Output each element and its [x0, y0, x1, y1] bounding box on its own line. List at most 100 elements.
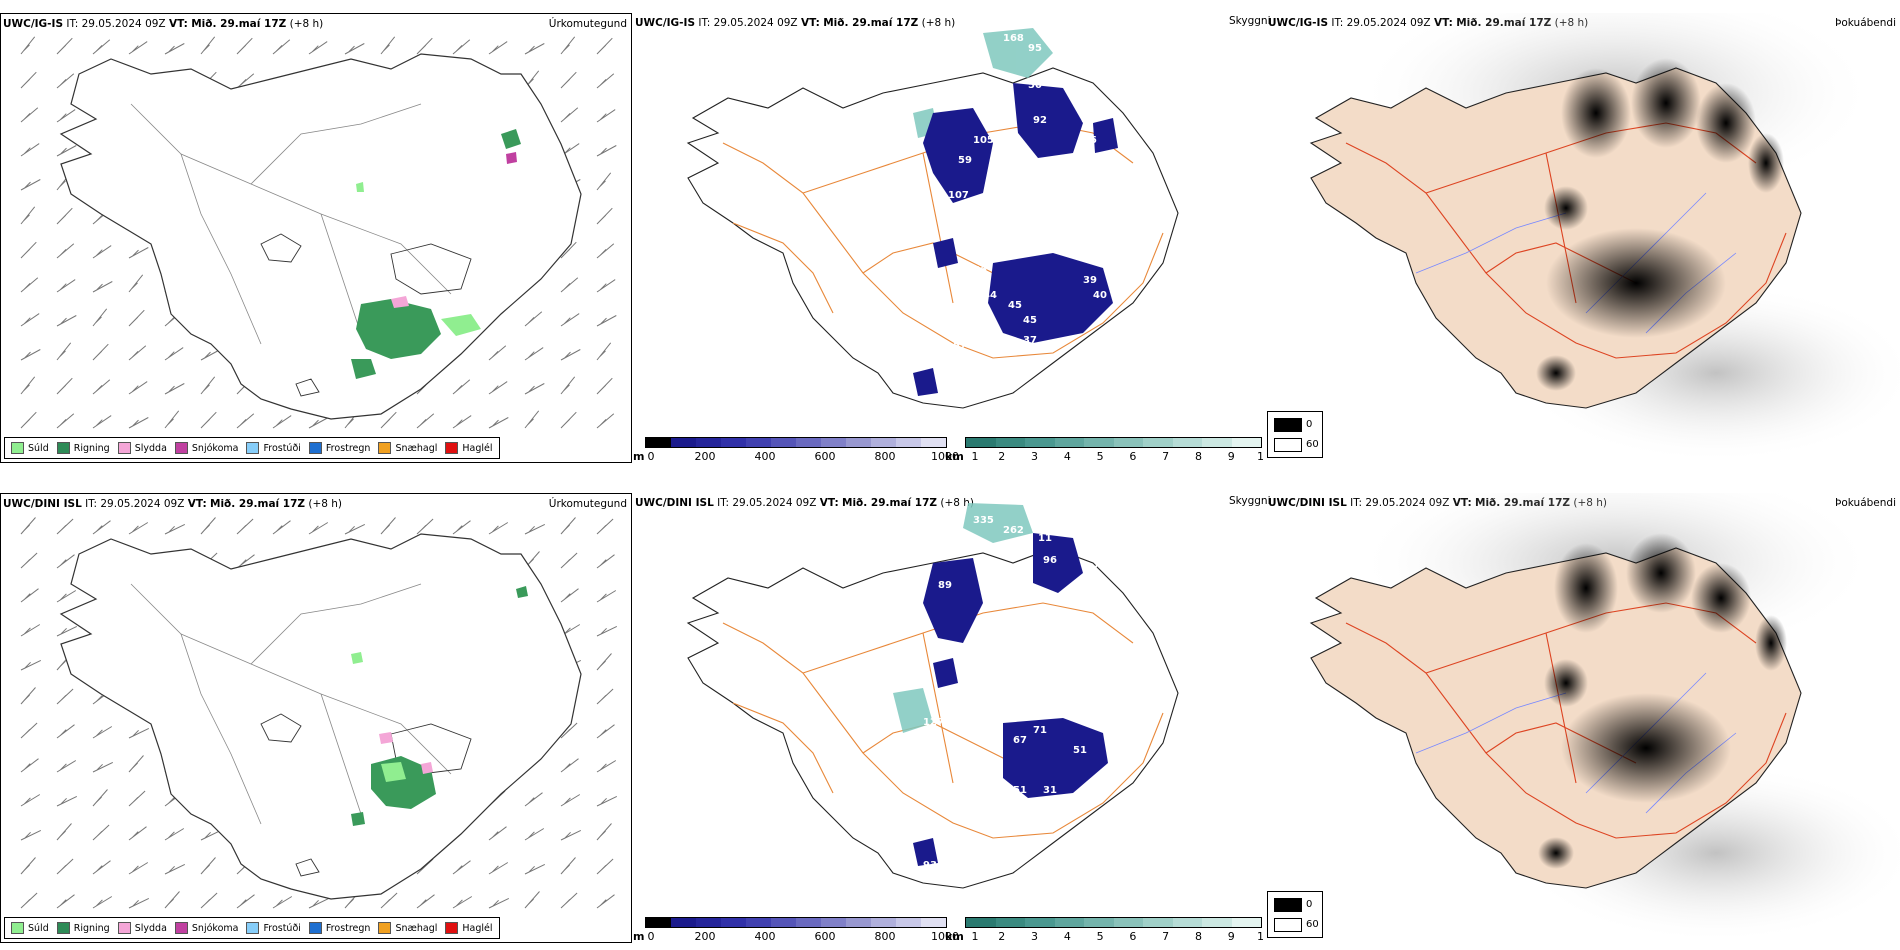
wind-barb: [92, 896, 113, 909]
visibility-legend: 0 60: [1267, 411, 1323, 458]
ceiling-colorbar: m 0 200 400 600 800 1000: [633, 917, 959, 943]
ceiling-value-label: 57: [953, 340, 967, 351]
precip-legend: Súld Rigning Slydda Snjókoma Frostúði Fr…: [4, 917, 500, 939]
colorbar-tick-label: 1: [971, 450, 979, 463]
colorbar-swatch: [1025, 918, 1055, 927]
wind-barb: [596, 518, 614, 535]
precip-map: [20, 36, 617, 429]
colorbar-swatch: [771, 438, 796, 447]
legend-value: 60: [1306, 439, 1319, 450]
colorbar-swatch: [921, 918, 946, 927]
wind-barb: [452, 860, 471, 875]
precip-map: [20, 517, 618, 909]
colorbar-tick-label: 7: [1162, 450, 1170, 463]
colorbar-tick-label: 200: [694, 930, 716, 943]
ceiling-value-label: 127: [923, 717, 944, 728]
wind-barb: [164, 383, 185, 395]
ceiling-value-label: 39: [1083, 275, 1097, 286]
legend-swatch: [378, 922, 392, 934]
ceiling-value-label: 105: [973, 135, 994, 146]
ceiling-value-label: 55: [1073, 580, 1087, 591]
wind-barb: [596, 724, 615, 739]
wind-barb: [272, 39, 291, 55]
colorbar-tick-label: 8: [1194, 450, 1202, 463]
fog-map: [1309, 493, 1900, 943]
wind-barb: [596, 315, 617, 327]
wind-barb: [596, 73, 615, 89]
wind-barb: [20, 624, 41, 637]
visibility-colorbar: km 1 2 3 4 5 6 7 8 9 10: [945, 917, 1263, 943]
colorbar-swatch: [696, 438, 721, 447]
colorbar-tick-label: 1000: [931, 930, 959, 943]
colorbar-swatch: [846, 438, 871, 447]
legend-item: Rigning: [56, 442, 110, 454]
wind-barb: [92, 39, 111, 55]
colorbar-swatch: [721, 918, 746, 927]
wind-barb: [56, 243, 75, 259]
wind-barb: [20, 794, 41, 807]
wind-barb: [596, 653, 612, 671]
wind-barb: [596, 172, 612, 191]
legend-item: Frostregn: [308, 922, 370, 934]
wind-barb: [56, 342, 72, 361]
wind-barb: [56, 590, 77, 603]
panel-title: Skyggni: [1229, 495, 1271, 507]
wind-barb: [56, 279, 76, 293]
wind-barb: [524, 383, 545, 395]
wind-barb: [200, 36, 216, 55]
panel-title: Þokuábendi: [1835, 17, 1896, 29]
wind-barb: [524, 311, 543, 327]
precip-legend: Súld Rigning Slydda Snjókoma Frostúði Fr…: [4, 437, 500, 459]
wind-barb: [92, 761, 114, 773]
colorbar-swatch: [796, 438, 821, 447]
legend-swatch-white: [1274, 918, 1302, 932]
colorbar-swatch: [646, 438, 671, 447]
colorbar-tick-label: 600: [814, 450, 836, 463]
ceiling-value-label: 44: [983, 290, 997, 301]
legend-item: Súld: [11, 442, 49, 454]
colorbar-swatch: [796, 918, 821, 927]
legend-value: 0: [1306, 899, 1313, 910]
legend-item: Haglél: [445, 922, 493, 934]
ceiling-value-label: 31: [1043, 785, 1057, 796]
wind-barb: [596, 858, 614, 875]
fog-index-panel-row2: UWC/DINI ISL IT: 29.05.2024 09Z VT: Mið.…: [1266, 493, 1900, 943]
colorbar-swatch: [966, 918, 996, 927]
panel-header: UWC/DINI ISL IT: 29.05.2024 09Z VT: Mið.…: [3, 498, 343, 510]
wind-barb: [92, 789, 108, 807]
ceiling-value-label: 79: [933, 650, 947, 661]
panel-header: UWC/IG-IS IT: 29.05.2024 09Z VT: Mið. 29…: [3, 18, 324, 30]
wind-barb: [344, 43, 365, 55]
ceiling-value-label: 66: [973, 265, 987, 276]
ceiling-value-label: 71: [1033, 725, 1047, 736]
colorbar-tick-label: 3: [1031, 930, 1039, 943]
colorbar-swatch: [1025, 438, 1055, 447]
ceiling-value-label: 92: [993, 707, 1007, 718]
colorbar-swatch: [746, 918, 771, 927]
wind-barb: [380, 411, 397, 429]
ceiling-value-label: 95: [1028, 43, 1042, 54]
wind-barb: [596, 823, 612, 841]
legend-item: Slydda: [117, 922, 167, 934]
ceiling-value-label: 59: [1008, 575, 1022, 586]
wind-barb: [560, 107, 579, 123]
ceiling-value-label: 45: [1023, 315, 1037, 326]
wind-barb: [560, 36, 576, 55]
wind-barb: [128, 790, 146, 807]
legend-value: 0: [1306, 419, 1313, 430]
colorbar-swatch: [671, 918, 696, 927]
wind-barb: [596, 342, 612, 361]
ceiling-value-label: 107: [948, 190, 969, 201]
precip-type-panel-row2: UWC/DINI ISL IT: 29.05.2024 09Z VT: Mið.…: [0, 493, 632, 943]
ceiling-value-label: 91: [983, 225, 997, 236]
wind-barb: [380, 892, 398, 909]
legend-swatch: [378, 442, 392, 454]
wind-barb: [560, 892, 578, 909]
wind-barb: [128, 897, 150, 909]
ceiling-value-label: 37: [1023, 335, 1037, 346]
wind-barb: [164, 43, 185, 55]
wind-barb: [236, 554, 255, 569]
colorbar-swatch: [995, 438, 1025, 447]
wind-barb: [488, 862, 509, 875]
wind-barb: [200, 857, 216, 875]
